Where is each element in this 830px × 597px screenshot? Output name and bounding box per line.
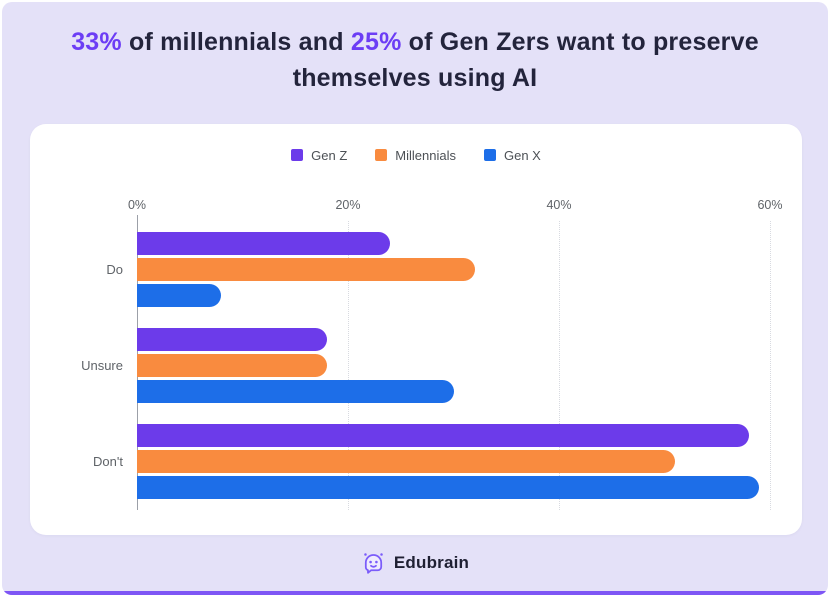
x-axis-tick-20%: 20% bbox=[335, 198, 361, 212]
title-text-rest: of Gen Zers want to preserve themselves … bbox=[292, 28, 759, 93]
x-axis-tick-60%: 60% bbox=[757, 198, 783, 212]
legend-label: Gen X bbox=[503, 147, 541, 163]
bar-gen-x-unsure bbox=[137, 380, 454, 403]
edubrain-robot-icon bbox=[364, 552, 383, 574]
x-axis-tick-40%: 40% bbox=[546, 198, 572, 212]
bar-gen-z-unsure bbox=[137, 328, 327, 351]
brand-footer: Edubrain bbox=[2, 548, 828, 578]
gridline-20% bbox=[348, 221, 349, 510]
gridline-60% bbox=[770, 221, 771, 510]
legend-swatch bbox=[291, 149, 304, 161]
bar-gen-z-do bbox=[137, 232, 391, 255]
legend-label: Gen Z bbox=[311, 147, 348, 163]
chart-legend: Gen Z Millennials Gen X bbox=[30, 146, 802, 164]
legend-item-gen-x: Gen X bbox=[483, 147, 541, 163]
title-stat-millennials: 33% bbox=[71, 28, 122, 56]
bar-gen-x-dont bbox=[137, 476, 760, 499]
x-axis-tick-0%: 0% bbox=[127, 198, 147, 212]
brand-name: Edubrain bbox=[393, 553, 470, 572]
title-stat-genz: 25% bbox=[350, 28, 402, 56]
legend-swatch bbox=[483, 149, 496, 161]
title-text: of millennials and bbox=[121, 28, 351, 56]
gridline-40% bbox=[559, 221, 560, 510]
bar-millennials-unsure bbox=[137, 354, 327, 377]
category-label-unsure: Unsure bbox=[81, 357, 123, 373]
category-label-do: Do bbox=[106, 261, 123, 277]
bar-gen-z-dont bbox=[137, 424, 749, 447]
category-label-dont: Don't bbox=[93, 453, 123, 469]
page-title: 33% of millennials and 25% of Gen Zers w… bbox=[55, 24, 775, 97]
legend-label: Millennials bbox=[395, 147, 456, 163]
legend-item-gen-z: Gen Z bbox=[291, 148, 347, 163]
legend-item-millennials: Millennials bbox=[375, 148, 456, 163]
legend-swatch bbox=[375, 149, 388, 161]
bar-chart: 0% 20% 40% 60% Do Unsure Don't bbox=[30, 124, 802, 535]
bottom-accent-bar bbox=[2, 591, 828, 595]
bar-millennials-do bbox=[137, 258, 475, 281]
chart-card: Gen Z Millennials Gen X 0% 20% 40% 60% Do Unsur… bbox=[30, 124, 802, 535]
bar-millennials-dont bbox=[137, 450, 676, 473]
bar-gen-x-do bbox=[137, 284, 222, 307]
